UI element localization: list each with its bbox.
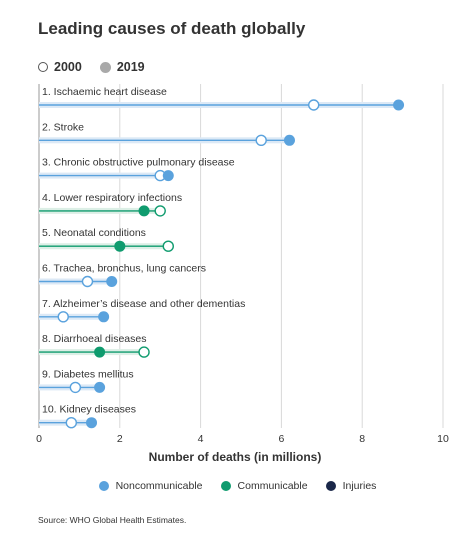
point-2019-3: [162, 170, 174, 182]
category-label-7: 7. Alzheimer’s disease and other dementi…: [42, 298, 245, 310]
injuries-swatch-icon: [325, 481, 336, 491]
legend-item-2000: 2000: [38, 60, 82, 74]
category-label-1: 1. Ischaemic heart disease: [42, 86, 167, 98]
point-2000-9: [69, 381, 82, 394]
x-tick-label-6: 6: [278, 433, 284, 445]
point-2000-10: [65, 417, 78, 429]
x-tick-label-8: 8: [359, 433, 365, 445]
category-label-4: 4. Lower respiratory infections: [42, 192, 182, 204]
category-label-10: 10. Kidney diseases: [42, 404, 136, 416]
x-axis-label: Number of deaths (in millions): [149, 450, 322, 464]
category-label-8: 8. Diarrhoeal diseases: [42, 333, 146, 345]
category-label-5: 5. Neonatal conditions: [42, 227, 146, 239]
point-2019-4: [138, 205, 150, 217]
legend-label-communicable: Communicable: [237, 480, 308, 492]
category-label-2: 2. Stroke: [42, 121, 84, 133]
legend-label-2000: 2000: [54, 60, 82, 74]
filled-circle-icon: [99, 61, 111, 73]
point-2000-6: [81, 275, 94, 288]
category-label-6: 6. Trachea, bronchus, lung cancers: [42, 263, 206, 275]
point-2000-7: [57, 311, 69, 323]
category-legend: Noncommunicable Communicable Injuries: [0, 480, 475, 492]
x-tick-label-4: 4: [198, 433, 204, 445]
category-label-3: 3. Chronic obstructive pulmonary disease: [42, 157, 235, 169]
chart-title: Leading causes of death globally: [38, 19, 306, 38]
legend-item-2019: 2019: [99, 60, 145, 74]
point-2019-9: [94, 381, 106, 393]
legend-label-injuries: Injuries: [342, 480, 377, 492]
point-2019-8: [94, 346, 106, 358]
noncommunicable-swatch-icon: [98, 481, 109, 491]
x-tick-label-0: 0: [36, 433, 42, 445]
point-2019-5: [114, 240, 126, 252]
point-2000-2: [255, 134, 267, 147]
year-legend: 2000 2019: [38, 60, 163, 74]
hollow-circle-icon: [38, 62, 48, 72]
point-2019-2: [283, 134, 295, 146]
point-2019-1: [393, 99, 405, 111]
category-label-9: 9. Diabetes mellitus: [42, 368, 134, 380]
communicable-swatch-icon: [220, 481, 231, 491]
point-2000-8: [138, 346, 150, 358]
point-2000-5: [162, 240, 174, 252]
x-tick-label-10: 10: [437, 433, 449, 445]
legend-item-noncommunicable[interactable]: Noncommunicable: [98, 480, 203, 492]
point-2000-4: [154, 205, 166, 217]
point-2019-6: [106, 276, 118, 287]
legend-item-injuries[interactable]: Injuries: [325, 480, 377, 492]
point-2019-7: [98, 311, 110, 323]
legend-label-2019: 2019: [116, 60, 145, 74]
point-2019-10: [86, 417, 98, 429]
point-2000-1: [308, 99, 320, 111]
x-tick-label-2: 2: [117, 433, 123, 445]
legend-label-noncommunicable: Noncommunicable: [115, 480, 203, 492]
legend-item-communicable[interactable]: Communicable: [220, 480, 308, 492]
source-note: Source: WHO Global Health Estimates.: [38, 515, 187, 525]
